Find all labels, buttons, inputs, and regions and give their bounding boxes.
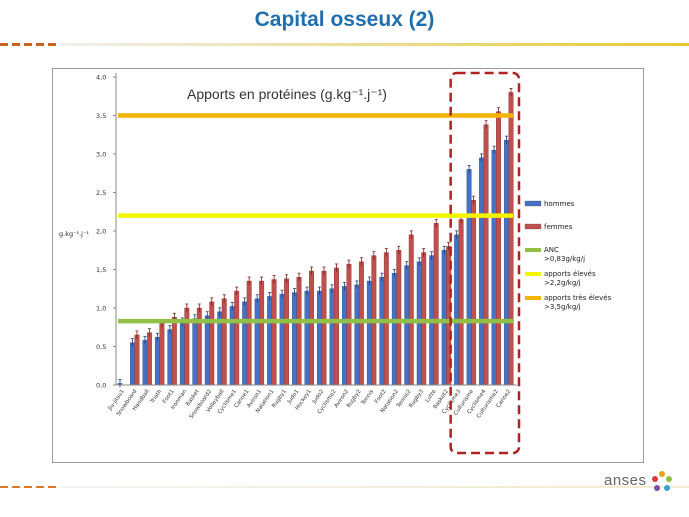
title-divider-dashes xyxy=(0,43,60,46)
bar-femmes xyxy=(171,317,177,386)
legend-label: >2,2g/kg/j xyxy=(544,279,581,287)
bar-hommes xyxy=(379,276,385,386)
bar-hommes xyxy=(267,296,273,386)
bar-hommes xyxy=(142,340,148,386)
y-tick-label: 4,0 xyxy=(96,74,106,82)
footer-divider-dashes xyxy=(0,486,60,488)
y-tick-label: 0,0 xyxy=(96,382,106,390)
bar-hommes xyxy=(504,139,509,386)
bar-hommes xyxy=(391,273,397,386)
legend-label: apports élevés xyxy=(544,270,596,278)
bar-femmes xyxy=(146,332,152,386)
bar-femmes xyxy=(134,334,140,386)
axes-layer: 0,0 0,5 1,0 1,5 2,0 2,5 3,0 3,5 4,0 xyxy=(96,73,517,390)
y-tick-label: 1,5 xyxy=(96,266,106,274)
reference-lines-layer xyxy=(118,113,513,324)
legend-label: apports très élevés xyxy=(544,294,612,302)
y-tick-label: 3,0 xyxy=(96,151,106,159)
legend-swatch-femmes xyxy=(524,223,542,230)
y-tick-label: 2,0 xyxy=(96,228,106,236)
legend: hommes femmes ANC>0,83g/kg/j apports élevés… xyxy=(524,200,612,311)
anses-logo-icon xyxy=(652,471,672,491)
bar-hommes xyxy=(154,337,160,386)
bar-femmes xyxy=(346,263,352,386)
bar-femmes xyxy=(221,298,227,386)
y-tick-label: 3,5 xyxy=(96,112,106,120)
bar-femmes xyxy=(234,290,240,386)
legend-label: ANC xyxy=(544,246,559,254)
legend-label: >3,5g/kg/j xyxy=(544,303,581,311)
bar-hommes xyxy=(304,290,310,386)
x-tick-label: Triath xyxy=(149,388,164,405)
bar-femmes xyxy=(396,250,402,386)
y-tick-label: 1,0 xyxy=(96,305,106,313)
bar-hommes xyxy=(192,318,198,386)
bar-femmes xyxy=(321,270,327,386)
bar-femmes xyxy=(383,252,389,386)
y-tick-label: 0,5 xyxy=(96,343,106,351)
y-tick-label: 2,5 xyxy=(96,189,106,197)
bar-hommes xyxy=(254,298,260,386)
anses-logo-text: anses xyxy=(604,472,647,489)
bar-femmes xyxy=(483,124,489,386)
legend-label: femmes xyxy=(544,223,573,231)
bar-femmes xyxy=(334,267,339,386)
bar-femmes xyxy=(508,92,514,386)
legend-swatch-hommes xyxy=(524,200,542,207)
bar-hommes xyxy=(167,329,173,386)
bar-hommes xyxy=(441,250,447,386)
bar-femmes xyxy=(458,219,464,386)
y-axis-label: g.kg⁻¹.j⁻¹ xyxy=(59,230,89,238)
bar-hommes xyxy=(341,286,347,386)
bar-hommes xyxy=(354,284,360,386)
bar-femmes xyxy=(159,323,165,386)
bar-hommes xyxy=(454,234,460,386)
bar-hommes xyxy=(179,321,185,386)
title-divider xyxy=(0,43,689,46)
bar-hommes xyxy=(242,301,248,386)
bar-femmes xyxy=(284,278,290,386)
bar-hommes xyxy=(229,306,235,386)
bar-hommes xyxy=(329,288,335,386)
legend-label: >0,83g/kg/j xyxy=(544,255,585,263)
bars-layer xyxy=(117,87,514,388)
bar-hommes xyxy=(366,280,372,386)
bar-hommes xyxy=(292,292,297,386)
highlight-box xyxy=(449,71,521,455)
bar-femmes xyxy=(471,199,477,386)
bar-hommes xyxy=(279,293,285,386)
bar-femmes xyxy=(421,252,427,386)
bar-hommes xyxy=(317,290,322,386)
chart-title: Apports en protéines (g.kg⁻¹.j⁻¹) xyxy=(187,86,387,102)
x-tick-label: Tennis xyxy=(360,389,375,407)
bar-hommes xyxy=(491,149,497,386)
footer-divider xyxy=(0,486,689,488)
bar-femmes xyxy=(496,111,501,386)
bar-hommes xyxy=(404,265,410,386)
bar-hommes xyxy=(466,169,472,386)
slide-title: Capital osseux (2) xyxy=(254,8,435,31)
legend-label: hommes xyxy=(544,200,575,208)
bar-hommes xyxy=(416,261,422,386)
bar-femmes xyxy=(296,276,302,386)
bar-femmes xyxy=(209,301,215,386)
protein-intake-chart: 0,00,51,01,52,02,53,03,54,0 Jiu-jitsu1Sn… xyxy=(59,71,612,455)
bar-femmes xyxy=(433,223,439,386)
bar-femmes xyxy=(408,234,414,386)
bar-hommes xyxy=(479,157,485,386)
bar-femmes xyxy=(259,280,265,386)
bar-femmes xyxy=(246,280,252,386)
bar-hommes xyxy=(130,342,135,386)
bar-femmes xyxy=(358,261,364,386)
bar-femmes xyxy=(309,270,314,386)
bar-femmes xyxy=(271,279,277,386)
bar-hommes xyxy=(204,315,210,386)
chart-frame: 0,0 0,5 1,0 1,5 2,0 2,5 3,0 3,5 4,0 Jiu-jitsu1 Sn… xyxy=(52,68,644,463)
